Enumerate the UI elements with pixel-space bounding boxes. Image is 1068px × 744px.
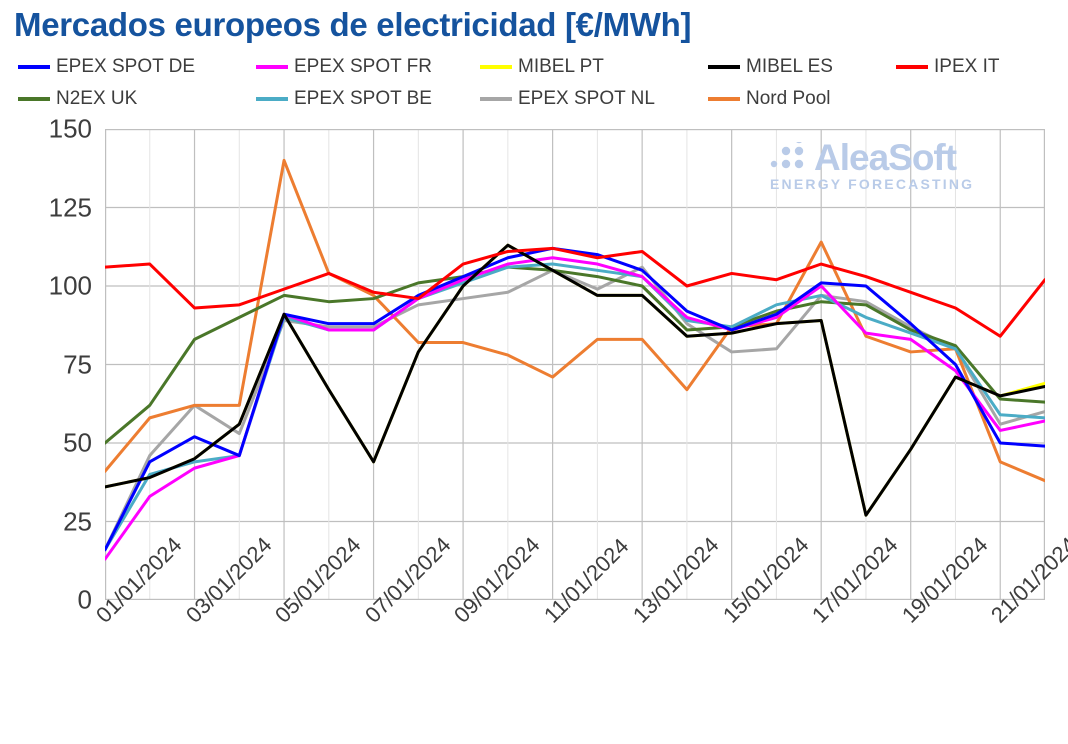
legend-color-swatch [708,97,740,101]
y-axis-tick-label: 125 [48,192,92,222]
legend-item-label: Nord Pool [746,88,831,109]
chart-plot-area-wrapper: 0 25 50 75 100 125 150 [0,114,1068,618]
legend-item-label: EPEX SPOT BE [294,88,432,109]
legend-color-swatch [18,65,50,69]
y-axis-tick-label: 0 [77,584,92,615]
legend-item-label: MIBEL ES [746,56,833,77]
legend-color-swatch [896,65,928,69]
legend-item-mibel-es[interactable]: MIBEL ES [708,56,833,78]
series-line-epex-spot-de [103,246,1047,552]
legend-item-epex-spot-fr[interactable]: EPEX SPOT FR [256,56,432,78]
legend-item-label: IPEX IT [934,56,1000,77]
plot-border [105,129,1045,600]
legend-color-swatch [480,65,512,69]
legend-color-swatch [18,97,50,101]
legend-item-ipex-it[interactable]: IPEX IT [896,56,999,78]
legend-item-label: EPEX SPOT FR [294,56,432,77]
legend-item-epex-spot-de[interactable]: EPEX SPOT DE [18,56,195,78]
legend-item-label: EPEX SPOT DE [56,56,196,77]
legend-color-swatch [256,65,288,69]
series-line-mibel-es [103,243,1047,517]
y-axis-labels: 0 25 50 75 100 125 150 [0,114,100,618]
series-line-epex-spot-nl [103,265,1047,552]
chart-plot-area [103,128,1047,601]
y-axis-tick-label: 50 [63,427,92,458]
y-axis-tick-label: 75 [63,349,92,379]
series-line-n2ex-uk [103,265,1047,445]
y-axis-tick-label: 25 [63,506,92,536]
page-title: Mercados europeos de electricidad [€/MWh… [14,6,692,43]
legend-item-label: MIBEL PT [518,56,604,77]
series-line-ipex-it [103,246,1047,338]
legend-item-nord-pool[interactable]: Nord Pool [708,88,831,110]
legend-color-swatch [708,65,740,69]
legend-item-label: N2EX UK [56,88,138,109]
legend-item-epex-spot-be[interactable]: EPEX SPOT BE [256,88,432,110]
series-line-nord-pool [103,158,1047,483]
y-axis-tick-label: 100 [48,270,92,301]
legend-color-swatch [256,97,288,101]
legend-item-label: EPEX SPOT NL [518,88,655,109]
y-axis-tick-label: 150 [48,113,92,144]
legend-color-swatch [480,97,512,101]
legend-item-mibel-pt[interactable]: MIBEL PT [480,56,604,78]
legend-item-n2ex-uk[interactable]: N2EX UK [18,88,137,110]
legend-item-epex-spot-nl[interactable]: EPEX SPOT NL [480,88,655,110]
chart-legend: EPEX SPOT DE EPEX SPOT FR MIBEL PT MIBEL ES… [18,56,1053,118]
x-axis-labels: 01/01/2024 03/01/2024 05/01/2024 07/01/2024… [0,532,1068,744]
chart-svg [103,128,1047,601]
